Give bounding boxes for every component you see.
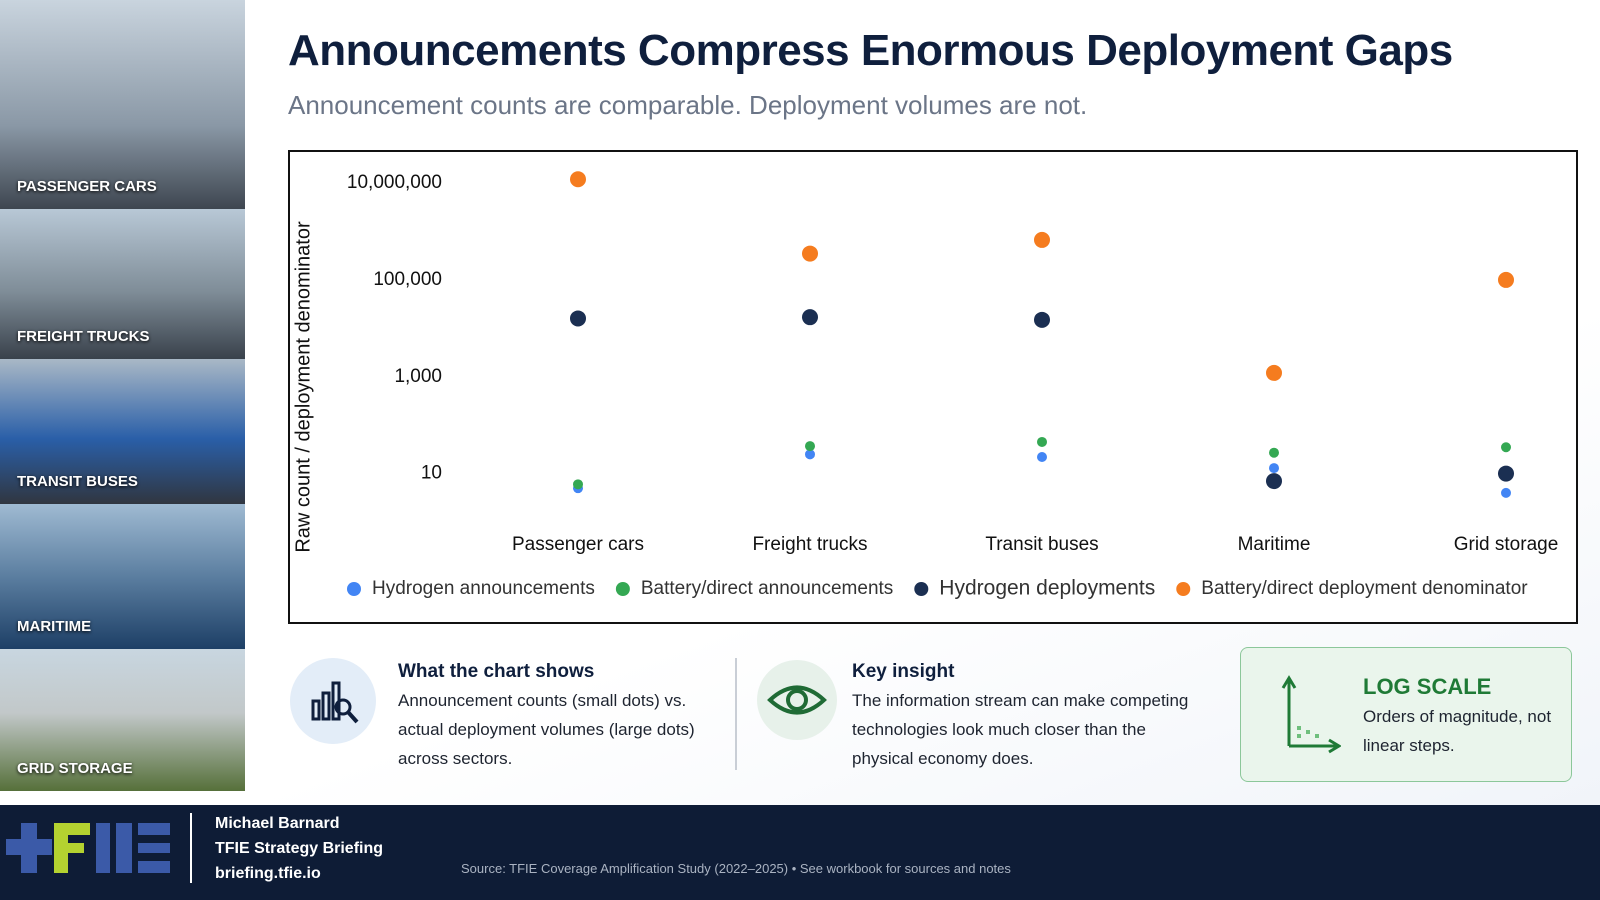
sidebar-label: FREIGHT TRUCKS [17, 328, 150, 345]
card-icon [1281, 675, 1341, 754]
card-icon [290, 658, 376, 744]
sidebar-panel: PASSENGER CARS [0, 0, 245, 211]
chart-frame: Raw count / deployment denominator 10 1,0… [288, 150, 1578, 624]
data-point [1498, 271, 1514, 288]
legend-marker [1176, 582, 1191, 596]
sidebar-label: TRANSIT BUSES [17, 473, 138, 490]
url: briefing.tfie.io [215, 865, 321, 882]
x-tick-label: Passenger cars [512, 534, 644, 555]
x-tick-label: Maritime [1238, 534, 1311, 555]
legend-marker [347, 582, 361, 596]
legend-label: Hydrogen deployments [939, 577, 1155, 600]
sidebar-panel: GRID STORAGE [0, 649, 245, 793]
data-point [570, 310, 586, 327]
sidebar-panel: TRANSIT BUSES [0, 359, 245, 506]
footer: Michael Barnard TFIE Strategy Briefing b… [0, 805, 1600, 900]
publication: TFIE Strategy Briefing [215, 840, 384, 857]
legend-marker [914, 582, 929, 596]
card-body: Announcement counts (small dots) vs. act… [398, 691, 695, 768]
data-point [1034, 311, 1050, 328]
y-tick-label: 10 [421, 463, 442, 484]
y-tick-label: 10,000,000 [347, 172, 442, 193]
legend-label: Hydrogen announcements [372, 578, 595, 599]
legend-marker [615, 582, 630, 596]
legend-label: Battery/direct announcements [641, 578, 893, 599]
source: Source: TFIE Coverage Amplification Stud… [461, 861, 1011, 876]
data-point [573, 479, 583, 490]
card-title: LOG SCALE [1363, 674, 1492, 699]
data-point [802, 245, 818, 262]
data-point [1266, 364, 1282, 381]
x-tick-label: Grid storage [1454, 534, 1559, 555]
data-point [1037, 452, 1047, 463]
legend-label: Battery/direct deployment denominator [1201, 578, 1528, 599]
subtitle: Announcement counts are comparable. Depl… [288, 90, 1088, 120]
sidebar-panel: FREIGHT TRUCKS [0, 209, 245, 361]
data-point [1269, 447, 1279, 458]
log-scale-box: LOG SCALE Orders of magnitude, not linea… [1240, 647, 1572, 782]
divider [735, 658, 737, 770]
data-point [1501, 442, 1511, 453]
x-tick-label: Freight trucks [752, 534, 867, 555]
sidebar-label: MARITIME [17, 618, 92, 635]
card-body: The information stream can make competin… [852, 691, 1189, 768]
card-title: Key insight [852, 661, 955, 682]
card-icon [757, 660, 837, 740]
x-tick-label: Transit buses [985, 534, 1098, 555]
author: Michael Barnard [215, 815, 340, 832]
data-point [805, 441, 815, 452]
divider [190, 813, 192, 883]
y-tick-label: 100,000 [373, 269, 442, 290]
sidebar-label: GRID STORAGE [17, 760, 133, 777]
data-point [1498, 465, 1514, 482]
data-point [1037, 436, 1047, 447]
data-point [802, 309, 818, 326]
sidebar-label: PASSENGER CARS [17, 178, 157, 195]
card-title: What the chart shows [398, 661, 595, 682]
y-axis-label: Raw count / deployment denominator [292, 221, 314, 553]
title: Announcements Compress Enormous Deployme… [288, 26, 1453, 75]
data-point [1034, 231, 1050, 248]
data-point [1269, 463, 1279, 474]
sidebar-panel: MARITIME [0, 504, 245, 651]
card-body: Orders of magnitude, not linear steps. [1363, 707, 1552, 755]
y-tick-label: 1,000 [394, 366, 442, 387]
data-point [1266, 473, 1282, 490]
chart: Raw count / deployment denominator 10 1,0… [292, 171, 1559, 600]
data-point [570, 171, 586, 188]
data-point [1501, 487, 1511, 498]
data-point [805, 449, 815, 460]
logo [6, 823, 170, 873]
